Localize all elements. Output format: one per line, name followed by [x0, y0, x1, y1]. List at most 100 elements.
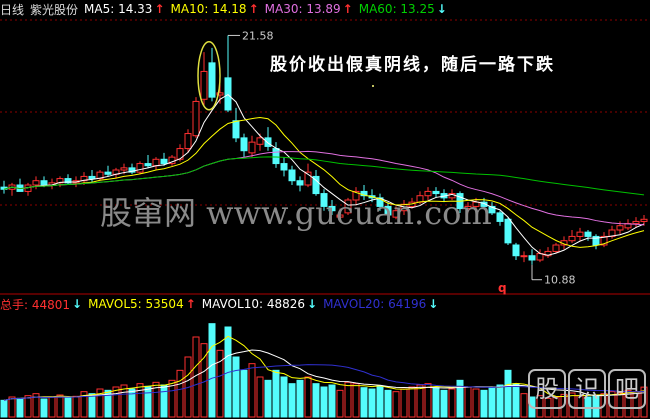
candle-up [520, 255, 528, 258]
vol-value: MAVOL5: 53504 [88, 297, 184, 311]
volume-bar [400, 388, 408, 418]
candle-down [128, 167, 136, 173]
volume-bar [504, 369, 512, 418]
volume-header: 总手: 44801 ↓ MAVOL5: 53504 ↑ MAVOL10: 48826 ↓ M… [0, 295, 438, 313]
candle-up [568, 235, 576, 242]
volume-bar [328, 384, 336, 418]
volume-bar [536, 395, 544, 418]
vol-value: 总手: 44801 [0, 297, 71, 312]
highlight-ellipse [197, 40, 221, 111]
period-label: 日线 [0, 2, 25, 17]
candle-up [120, 167, 128, 171]
volume-bar [424, 383, 432, 418]
vol-value: MAVOL10: 48826 [201, 297, 305, 311]
volume-bar [368, 388, 376, 418]
candle-down [144, 163, 152, 167]
logo-char: 识 [568, 369, 606, 409]
volume-bar [264, 379, 272, 418]
volume-bar [520, 393, 528, 418]
volume-bar [72, 395, 80, 418]
mavol20-line [3, 364, 645, 401]
candle-up [304, 171, 312, 186]
volume-bar [464, 386, 472, 418]
arrow-up-icon: ↑ [185, 297, 196, 311]
candle-up [344, 199, 352, 214]
high-label: 21.58 [242, 29, 274, 42]
candle-down [384, 205, 392, 216]
candle-down [496, 212, 504, 222]
candle-down [360, 190, 368, 197]
volume-bar [208, 323, 216, 418]
candle-down [104, 171, 112, 175]
candle-down [320, 193, 328, 207]
candle-up [616, 225, 624, 231]
volume-bar [384, 389, 392, 418]
candle-up [424, 190, 432, 197]
volume-bar [136, 383, 144, 418]
volume-bar [40, 398, 48, 418]
volume-bar [360, 387, 368, 418]
arrow-up-icon: ↑ [248, 2, 259, 16]
candle-up [336, 214, 344, 218]
candle-down [208, 62, 216, 98]
candle-up [216, 92, 224, 96]
candle-down [488, 205, 496, 214]
candle-up [632, 220, 640, 225]
candle-down [224, 77, 232, 111]
volume-bar [144, 385, 152, 418]
volume-bar [80, 391, 88, 418]
volume-bar [376, 385, 384, 418]
volume-bar [280, 376, 288, 418]
volume-bar [256, 376, 264, 418]
candle-down [480, 201, 488, 207]
candle-up [256, 137, 264, 145]
price-header: 日线 紫光股份 MA5: 14.33 ↑ MA10: 14.18 ↑ MA30: 13.… [0, 0, 447, 18]
volume-bar [456, 379, 464, 418]
volume-bar [48, 396, 56, 418]
volume-bar [496, 384, 504, 418]
candle-down [512, 244, 520, 257]
candle-up [392, 210, 400, 218]
volume-bar [272, 369, 280, 418]
logo: 股 识 吧 [528, 369, 646, 409]
volume-bar [336, 389, 344, 418]
candle-down [264, 137, 272, 147]
candle-up [552, 244, 560, 252]
volume-bar [288, 383, 296, 418]
candle-down [288, 169, 296, 182]
volume-bar [56, 394, 64, 418]
volume-bar [472, 388, 480, 418]
volume-bar [8, 396, 16, 418]
ma-value: MA10: 14.18 [170, 2, 247, 16]
arrow-down-icon: ↓ [428, 297, 439, 311]
volume-bar [440, 389, 448, 418]
candle-down [64, 178, 72, 184]
volume-bar [176, 369, 184, 418]
volume-bar [16, 397, 24, 418]
candle-down [296, 180, 304, 186]
volume-bar [216, 349, 224, 418]
candle-down [40, 180, 48, 186]
candle-down [272, 148, 280, 165]
volume-bar [408, 386, 416, 418]
annotation-text: 股价收出假真阴线，随后一路下跌 [270, 55, 555, 75]
ma-value: MA5: 14.33 [84, 2, 153, 16]
volume-bar [480, 389, 488, 418]
candle-up [576, 231, 584, 237]
low-label: 10.88 [544, 274, 576, 287]
volume-bar [304, 376, 312, 418]
ma5-line [3, 93, 645, 256]
ma-value: MA30: 13.89 [264, 2, 341, 16]
candle-down [280, 163, 288, 171]
volume-bar [248, 363, 256, 418]
volume-bar [88, 393, 96, 418]
candle-down [584, 231, 592, 237]
candle-down [328, 205, 336, 212]
ma-value: MA60: 13.25 [358, 2, 435, 16]
arrow-down-icon: ↓ [436, 2, 447, 16]
stock-name: 紫光股份 [30, 2, 79, 17]
watermark: 股窜网 www.gucuan.com [100, 194, 492, 232]
volume-bar [240, 369, 248, 418]
